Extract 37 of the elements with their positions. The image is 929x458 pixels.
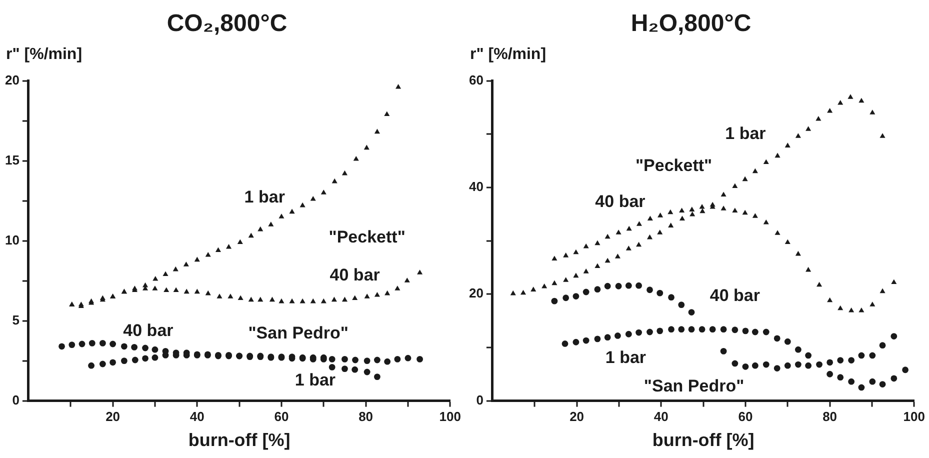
y-tick-label: 10	[4, 232, 20, 248]
series-label: 40 bar	[123, 320, 174, 340]
x-tick-label: 40	[654, 409, 668, 424]
y-tick-label: 0	[12, 392, 20, 408]
series-label: 40 bar	[330, 266, 380, 285]
series-label: 1 bar	[244, 187, 286, 206]
y-tick-label: 20	[468, 286, 484, 301]
series-label: 1 bar	[294, 370, 336, 390]
y-axis-title: r" [%/min]	[6, 46, 82, 63]
y-tick-label: 5	[12, 312, 20, 328]
series-label: 1 bar	[605, 348, 646, 368]
x-tick-label: 100	[439, 409, 462, 424]
x-tick-label: 80	[822, 409, 838, 424]
annotation: "Peckett"	[328, 227, 406, 246]
x-tick-label: 60	[738, 409, 753, 424]
x-tick-label: 100	[903, 409, 926, 424]
series-label: 40 bar	[710, 286, 760, 305]
annotation: "San Pedro"	[248, 323, 348, 342]
series-label: 40 bar	[595, 192, 646, 212]
x-tick-label: 20	[570, 409, 584, 424]
x-tick-label: 20	[106, 409, 120, 424]
y-tick-label: 20	[4, 72, 20, 88]
x-tick-label: 40	[190, 409, 204, 424]
y-axis-title: r" [%/min]	[470, 46, 546, 63]
y-tick-label: 60	[468, 72, 484, 88]
x-tick-label: 80	[358, 409, 374, 424]
x-tick-label: 60	[274, 409, 289, 424]
chart-title: CO₂,800°C	[166, 10, 288, 38]
annotation: "San Pedro"	[644, 376, 744, 396]
y-tick-label: 40	[468, 179, 484, 194]
x-axis-title: burn-off [%]	[652, 430, 754, 450]
y-tick-label: 15	[4, 152, 20, 168]
annotation: "Peckett"	[635, 156, 712, 175]
x-axis-title: burn-off [%]	[188, 430, 290, 450]
series-label: 1 bar	[725, 124, 766, 143]
chart-title: H₂O,800°C	[630, 10, 752, 38]
y-tick-label: 0	[476, 392, 484, 408]
